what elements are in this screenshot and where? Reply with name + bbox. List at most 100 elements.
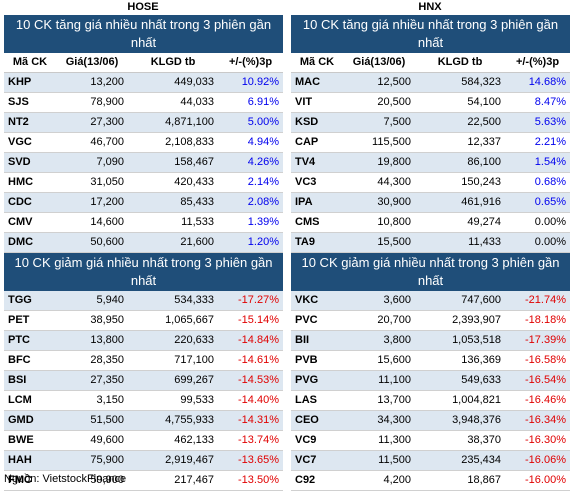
table-row: C92 4,200 18,867 -16.00%	[291, 471, 570, 491]
column-header: +/-(%)3p	[228, 56, 273, 68]
table-row: LCM 3,150 99,533 -14.40%	[4, 391, 283, 411]
ticker-cell: HMC	[8, 176, 34, 188]
price-cell: 28,350	[90, 354, 124, 366]
ticker-cell: PVB	[295, 354, 318, 366]
change-cell: -16.54%	[525, 374, 566, 386]
panel-title: 10 CK giảm giá nhiều nhất trong 3 phiên …	[291, 253, 570, 291]
ticker-cell: CEO	[295, 414, 319, 426]
ticker-cell: CMV	[8, 216, 33, 228]
change-cell: -13.50%	[238, 474, 279, 486]
price-cell: 46,700	[90, 136, 124, 148]
price-cell: 3,150	[96, 394, 124, 406]
panel-title: 10 CK tăng giá nhiều nhất trong 3 phiên …	[291, 15, 570, 53]
volume-cell: 549,633	[461, 374, 501, 386]
table-row: PVB 15,600 136,369 -16.58%	[291, 351, 570, 371]
column-header: KLGD tb	[150, 56, 196, 68]
ticker-cell: BWE	[8, 434, 34, 446]
column-header-row: Mã CK Giá(13/06) KLGD tb +/-(%)3p	[291, 53, 570, 73]
hnx-loss-panel: 10 CK giảm giá nhiều nhất trong 3 phiên …	[291, 253, 570, 491]
table-row: BWE 49,600 462,133 -13.74%	[4, 431, 283, 451]
hose-gain-panel: 10 CK tăng giá nhiều nhất trong 3 phiên …	[4, 15, 283, 273]
price-cell: 115,500	[372, 136, 411, 148]
volume-cell: 22,500	[467, 116, 501, 128]
volume-cell: 86,100	[467, 156, 501, 168]
volume-cell: 38,370	[467, 434, 501, 446]
panel-title: 10 CK giảm giá nhiều nhất trong 3 phiên …	[4, 253, 283, 291]
price-cell: 75,900	[90, 454, 124, 466]
table-row: NT2 27,300 4,871,100 5.00%	[4, 113, 283, 133]
change-cell: 4.26%	[247, 156, 279, 168]
change-cell: 0.00%	[534, 216, 566, 228]
table-row: VC7 11,500 235,434 -16.06%	[291, 451, 570, 471]
source-note: Nguồn: VietstockFinance	[4, 473, 127, 485]
ticker-cell: VKC	[295, 294, 319, 306]
table-row: HMC 31,050 420,433 2.14%	[4, 173, 283, 193]
hnx-gain-panel: 10 CK tăng giá nhiều nhất trong 3 phiên …	[291, 15, 570, 253]
volume-cell: 717,100	[174, 354, 214, 366]
column-header: Mã CK	[299, 56, 335, 68]
table-row: VIT 20,500 54,100 8.47%	[291, 93, 570, 113]
ticker-cell: VGC	[8, 136, 32, 148]
change-cell: -14.53%	[238, 374, 279, 386]
table-row: CDC 17,200 85,433 2.08%	[4, 193, 283, 213]
ticker-cell: NT2	[8, 116, 29, 128]
volume-cell: 11,533	[181, 216, 214, 228]
volume-cell: 49,274	[467, 216, 501, 228]
price-cell: 15,600	[377, 354, 411, 366]
change-cell: 1.54%	[534, 156, 566, 168]
ticker-cell: GMD	[8, 414, 34, 426]
ticker-cell: KHP	[8, 76, 32, 88]
price-cell: 20,500	[377, 96, 411, 108]
table-row: SVD 7,090 158,467 4.26%	[4, 153, 283, 173]
volume-cell: 584,323	[461, 76, 501, 88]
change-cell: -14.31%	[238, 414, 279, 426]
price-cell: 12,500	[377, 76, 411, 88]
table-row: HAH 75,900 2,919,467 -13.65%	[4, 451, 283, 471]
change-cell: -14.61%	[238, 354, 279, 366]
ticker-cell: BII	[295, 334, 310, 346]
price-cell: 13,700	[377, 394, 411, 406]
change-cell: 2.08%	[247, 196, 279, 208]
volume-cell: 420,433	[174, 176, 214, 188]
table-row: VKC 3,600 747,600 -21.74%	[291, 291, 570, 311]
ticker-cell: MAC	[295, 76, 321, 88]
ticker-cell: VC7	[295, 454, 317, 466]
price-cell: 11,100	[378, 374, 411, 386]
change-cell: -16.58%	[525, 354, 566, 366]
price-cell: 7,500	[383, 116, 411, 128]
volume-cell: 11,433	[468, 236, 501, 248]
price-cell: 30,900	[377, 196, 411, 208]
table-row: KSD 7,500 22,500 5.63%	[291, 113, 570, 133]
ticker-cell: FMC	[8, 474, 32, 486]
price-cell: 10,800	[377, 216, 411, 228]
volume-cell: 1,065,667	[165, 314, 214, 326]
change-cell: -13.65%	[238, 454, 279, 466]
ticker-cell: C92	[295, 474, 316, 486]
column-header: Giá(13/06)	[352, 56, 406, 68]
price-cell: 11,300	[378, 434, 411, 446]
panel-title: 10 CK tăng giá nhiều nhất trong 3 phiên …	[4, 15, 283, 53]
change-cell: 14.68%	[528, 76, 566, 88]
volume-cell: 699,267	[174, 374, 214, 386]
ticker-cell: VC9	[295, 434, 317, 446]
change-cell: 0.65%	[534, 196, 566, 208]
table-row: DMC 50,600 21,600 1.20%	[4, 233, 283, 253]
ticker-cell: PVC	[295, 314, 318, 326]
table-row: PTC 13,800 220,633 -14.84%	[4, 331, 283, 351]
ticker-cell: IPA	[295, 196, 313, 208]
change-cell: -16.06%	[525, 454, 566, 466]
column-header: KLGD tb	[437, 56, 483, 68]
ticker-cell: CAP	[295, 136, 319, 148]
table-row: BII 3,800 1,053,518 -17.39%	[291, 331, 570, 351]
change-cell: 2.14%	[247, 176, 279, 188]
ticker-cell: LCM	[8, 394, 32, 406]
change-cell: -18.18%	[525, 314, 566, 326]
volume-cell: 534,333	[174, 294, 214, 306]
ticker-cell: PVG	[295, 374, 319, 386]
change-cell: -14.84%	[238, 334, 279, 346]
ticker-cell: CDC	[8, 196, 32, 208]
price-cell: 13,200	[90, 76, 124, 88]
ticker-cell: HAH	[8, 454, 32, 466]
price-cell: 59,900	[90, 474, 124, 486]
hnx-label: HNX	[418, 1, 442, 13]
